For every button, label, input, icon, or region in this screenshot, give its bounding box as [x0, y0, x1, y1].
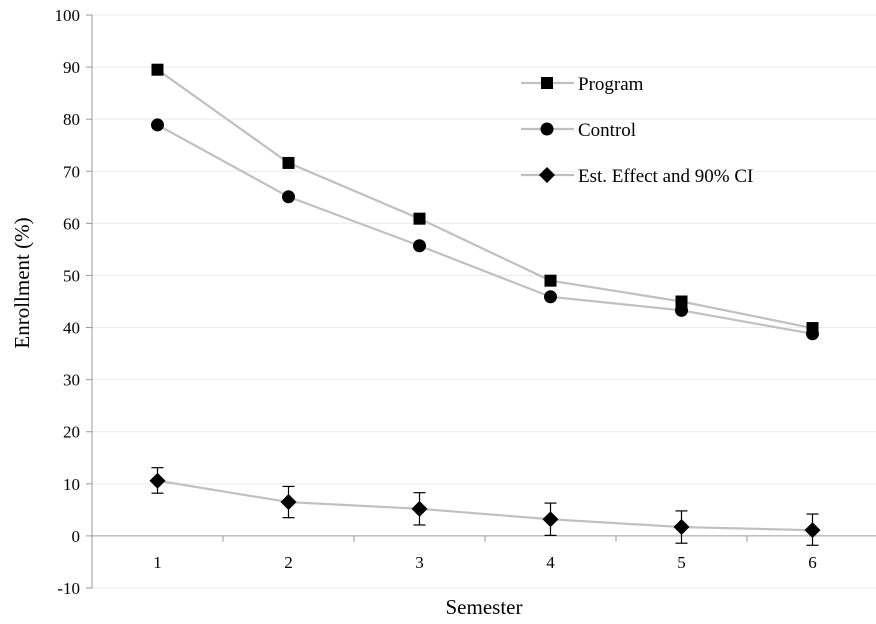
- y-tick-label: 40: [63, 319, 80, 338]
- x-tick-label: 1: [153, 553, 162, 572]
- axes: [91, 15, 876, 588]
- legend-swatch-marker: [541, 77, 553, 89]
- data-point: [151, 118, 164, 132]
- data-point: [804, 522, 821, 539]
- data-point: [806, 327, 819, 341]
- legend: Program Control Est. Effect and 90% CI: [521, 74, 753, 187]
- data-point: [282, 190, 295, 204]
- series-circle: [151, 118, 819, 341]
- data-point: [151, 63, 164, 76]
- gridlines: [92, 14, 876, 589]
- series-line: [157, 479, 813, 532]
- y-tick-label: 50: [63, 266, 80, 285]
- data-point: [413, 212, 426, 225]
- y-axis-ticks: -10 0 10 20 30 40 50 60 70 80 90 100: [55, 6, 92, 598]
- y-tick-label: 20: [63, 423, 80, 442]
- y-tick-label: 10: [63, 475, 80, 494]
- data-point: [675, 295, 688, 308]
- series-square: [151, 63, 819, 335]
- x-tick-label: 6: [808, 553, 817, 572]
- data-point: [675, 303, 688, 317]
- legend-label: Control: [578, 120, 636, 141]
- y-axis-label: Enrollment (%): [10, 217, 34, 348]
- legend-swatch-marker: [539, 167, 555, 183]
- data-point: [411, 500, 428, 517]
- data-point: [544, 290, 557, 304]
- legend-label: Est. Effect and 90% CI: [578, 166, 753, 187]
- series-line: [156, 68, 813, 330]
- x-tick-label: 4: [546, 553, 555, 572]
- legend-swatch-marker: [540, 122, 554, 136]
- y-tick-label: 60: [63, 214, 80, 233]
- x-tick-label: 5: [677, 553, 686, 572]
- x-axis-ticks: 1 2 3 4 5 6: [91, 535, 817, 572]
- x-axis-label: Semester: [446, 595, 523, 619]
- series-diamond: [149, 467, 821, 546]
- data-point: [282, 156, 295, 169]
- data-point: [544, 274, 557, 287]
- y-tick-label: 70: [63, 162, 80, 181]
- legend-item: Program: [521, 74, 644, 95]
- y-tick-label: 80: [63, 110, 80, 129]
- x-tick-label: 2: [284, 553, 293, 572]
- y-tick-label: -10: [57, 579, 80, 598]
- legend-label: Program: [578, 74, 644, 95]
- y-tick-label: 100: [55, 6, 81, 25]
- data-point: [673, 519, 690, 536]
- legend-item: Est. Effect and 90% CI: [521, 166, 753, 187]
- y-tick-label: 90: [63, 58, 80, 77]
- data-point: [413, 239, 426, 253]
- data-point: [542, 511, 559, 528]
- y-tick-label: 30: [63, 371, 80, 390]
- data-point: [280, 494, 297, 511]
- series-line: [156, 123, 813, 335]
- y-tick-label: 0: [72, 527, 81, 546]
- legend-item: Control: [521, 120, 636, 141]
- series-layer: [149, 63, 821, 546]
- x-tick-label: 3: [415, 553, 424, 572]
- data-point: [149, 472, 166, 489]
